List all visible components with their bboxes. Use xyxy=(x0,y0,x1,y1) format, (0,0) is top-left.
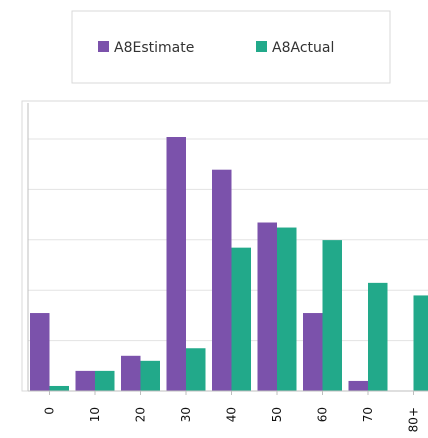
bar-A8Actual-70 xyxy=(368,282,388,391)
bar-A8Estimate-10 xyxy=(75,370,95,391)
legend-swatch-estimate xyxy=(98,41,109,52)
bar-A8Actual-40 xyxy=(231,247,251,391)
plot-area: 0 10 20 30 40 50 60 70 80+ xyxy=(21,100,428,432)
legend-box xyxy=(71,10,391,84)
x-tick-label-20: 20 xyxy=(134,407,148,422)
bar-A8Actual-10 xyxy=(95,370,115,391)
x-tick-label-70: 70 xyxy=(361,407,375,422)
legend-swatch-actual xyxy=(256,41,267,52)
x-tick-label-10: 10 xyxy=(88,407,102,422)
x-tick-label-0: 0 xyxy=(43,407,57,415)
x-tick-label-30: 30 xyxy=(179,407,193,422)
bar-A8Actual-80+ xyxy=(413,295,428,391)
bar-A8Actual-30 xyxy=(186,348,206,391)
bar-A8Actual-0 xyxy=(49,385,69,391)
bar-A8Actual-20 xyxy=(140,360,160,391)
x-tick-label-50: 50 xyxy=(270,407,284,422)
x-tick-label-40: 40 xyxy=(225,407,239,422)
bar-A8Estimate-60 xyxy=(303,313,323,391)
bar-A8Actual-60 xyxy=(322,240,342,391)
bar-A8Estimate-50 xyxy=(257,222,277,391)
bar-A8Actual-50 xyxy=(277,227,297,391)
bar-A8Estimate-40 xyxy=(212,169,232,391)
legend: A8Estimate A8Actual xyxy=(71,10,391,84)
bar-A8Estimate-0 xyxy=(30,313,50,391)
bar-A8Estimate-20 xyxy=(121,355,141,391)
bar-A8Estimate-30 xyxy=(166,137,186,391)
legend-label-actual: A8Actual xyxy=(272,40,334,56)
x-tick-label-60: 60 xyxy=(316,407,330,422)
bar-A8Estimate-70 xyxy=(348,380,368,391)
x-tick-label-80+: 80+ xyxy=(407,407,421,432)
legend-label-estimate: A8Estimate xyxy=(114,40,194,56)
